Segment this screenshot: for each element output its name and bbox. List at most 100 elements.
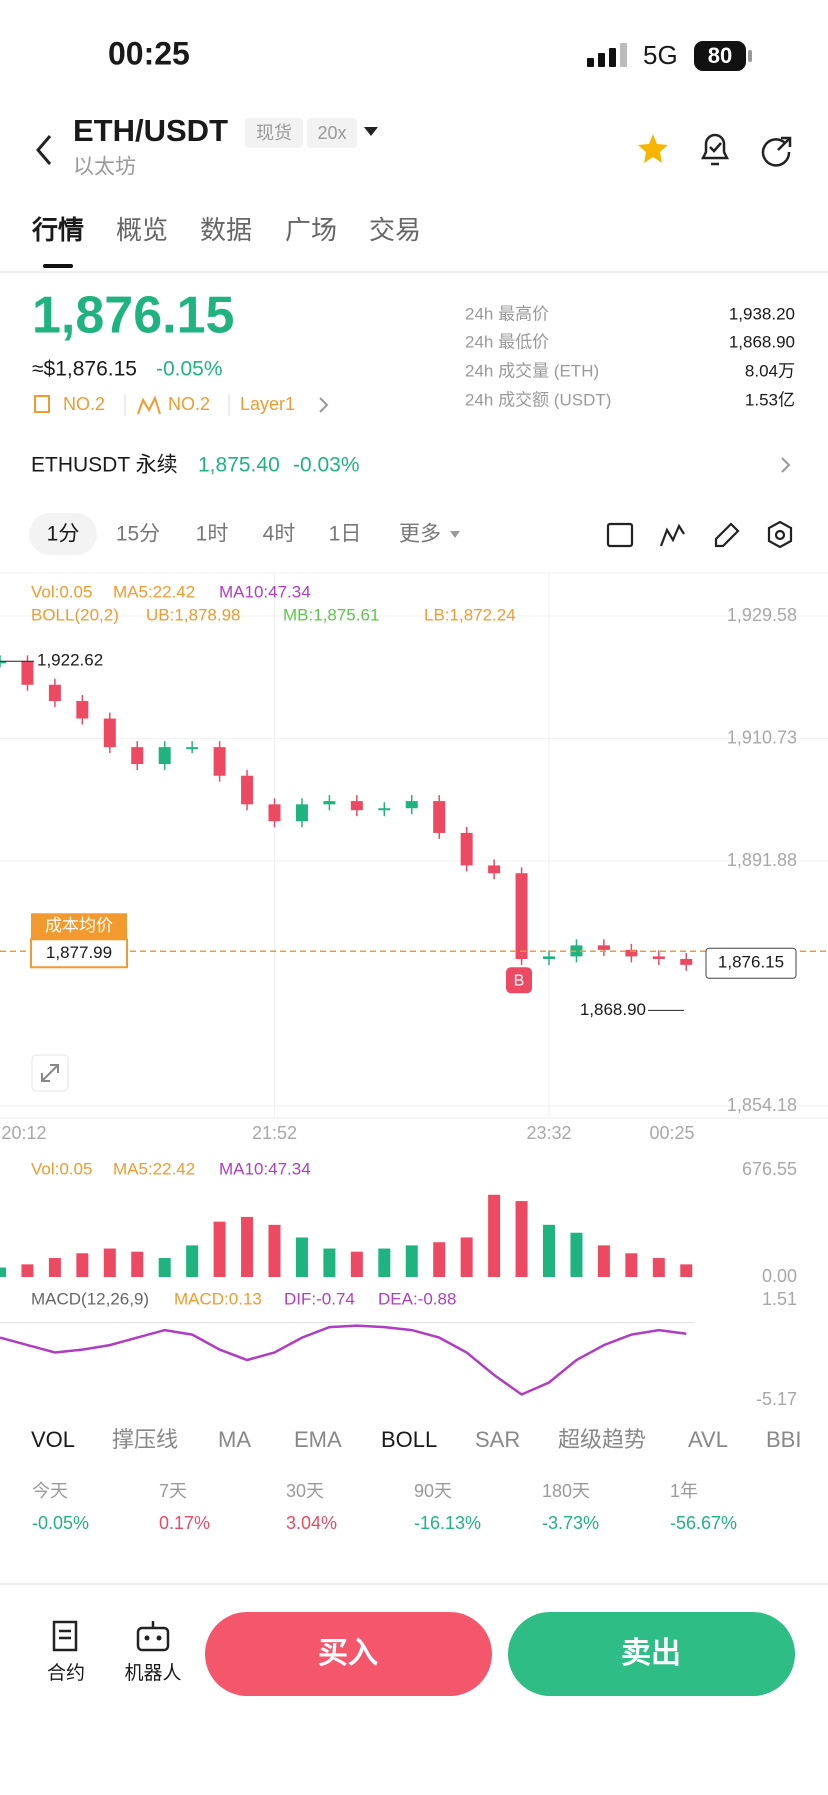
stats: 24h 最高价 1,938.20 24h 最低价 1,868.90 24h 成交… bbox=[465, 304, 795, 409]
badge: NO.2 bbox=[168, 394, 210, 414]
volume-bar bbox=[323, 1248, 336, 1277]
indicator[interactable]: EMA bbox=[294, 1427, 342, 1452]
interval[interactable]: 1日 bbox=[329, 523, 362, 546]
legend-item: UB:1,878.98 bbox=[146, 605, 241, 624]
indicator-row: VOL 撑压线 MA EMA BOLL SAR 超级趋势 AVL BBI bbox=[31, 1427, 801, 1452]
candle bbox=[433, 801, 446, 833]
indicator[interactable]: MA bbox=[218, 1427, 251, 1452]
signal-icon bbox=[620, 43, 627, 67]
candle bbox=[597, 945, 610, 950]
legend-item: Vol:0.05 bbox=[31, 1159, 92, 1178]
tab[interactable]: 数据 bbox=[200, 215, 252, 245]
candle bbox=[241, 775, 254, 805]
sell-button[interactable] bbox=[508, 1612, 795, 1696]
candle bbox=[323, 801, 336, 805]
x-tick-label: 20:12 bbox=[1, 1123, 46, 1143]
tab[interactable]: 概览 bbox=[116, 215, 168, 245]
tool-icon[interactable] bbox=[774, 529, 786, 541]
candle bbox=[48, 684, 61, 702]
contract-button bbox=[52, 1620, 78, 1652]
legend-item: BOLL(20,2) bbox=[31, 605, 119, 624]
indicator[interactable]: VOL bbox=[31, 1427, 75, 1452]
tool-icon[interactable] bbox=[714, 522, 740, 548]
tab[interactable]: 广场 bbox=[285, 215, 337, 245]
interval[interactable]: 更多 bbox=[399, 523, 441, 546]
interval-row: 1分 15分 1时 4时 1日 更多 bbox=[29, 513, 793, 555]
legend-item: DIF:-0.74 bbox=[284, 1289, 355, 1308]
chevron[interactable] bbox=[319, 397, 329, 413]
candle bbox=[680, 959, 693, 965]
volume-bar bbox=[378, 1248, 391, 1277]
volume-bar bbox=[213, 1221, 226, 1277]
candle bbox=[268, 804, 281, 822]
indicator[interactable]: BOLL bbox=[381, 1427, 437, 1452]
dropdown-icon[interactable] bbox=[364, 127, 378, 136]
robot-button[interactable]: 机器人 bbox=[124, 1621, 182, 1684]
perp-change: -0.03% bbox=[293, 454, 360, 477]
pair-subtitle: 以太坊 bbox=[73, 156, 136, 179]
battery-level: 80 bbox=[708, 43, 732, 68]
share-icon bbox=[777, 138, 790, 151]
indicator[interactable]: AVL bbox=[688, 1427, 728, 1452]
robot-button bbox=[156, 1635, 162, 1641]
cost-label-bg bbox=[30, 938, 128, 969]
alert-icon[interactable] bbox=[700, 133, 730, 166]
volume-bar bbox=[186, 1245, 199, 1277]
perp-name: ETHUSDT 永续 bbox=[31, 454, 178, 477]
perf-label: 180天 bbox=[542, 1481, 590, 1501]
cost-label: 1,877.99 bbox=[46, 943, 112, 962]
y-tick-label: 1.51 bbox=[762, 1289, 797, 1309]
perf-label: 30天 bbox=[286, 1481, 324, 1501]
stat-label: 24h 成交量 (ETH) bbox=[465, 361, 599, 380]
tool-icon[interactable] bbox=[659, 523, 685, 547]
y-tick-label: 1,891.88 bbox=[727, 850, 797, 870]
legend-item: DEA:-0.88 bbox=[378, 1289, 456, 1308]
legend-item: MACD:0.13 bbox=[174, 1289, 262, 1308]
favorite-icon[interactable] bbox=[638, 134, 668, 163]
interval[interactable]: 4时 bbox=[263, 523, 296, 546]
volume-bar bbox=[295, 1237, 308, 1277]
robot-label: 机器人 bbox=[124, 1662, 181, 1684]
interval[interactable]: 15分 bbox=[116, 523, 160, 546]
share-icon[interactable] bbox=[761, 136, 792, 167]
candle bbox=[460, 832, 473, 866]
indicator[interactable]: SAR bbox=[475, 1427, 520, 1452]
volume-bar bbox=[433, 1242, 446, 1277]
perf-value: -16.13% bbox=[414, 1513, 481, 1533]
rank-badges: NO.2 NO.2 Layer1 bbox=[34, 394, 329, 416]
legend-item: MA5:22.42 bbox=[113, 582, 195, 601]
perf-label: 7天 bbox=[159, 1481, 187, 1501]
perp-row[interactable]: ETHUSDT 永续 1,875.40 -0.03% bbox=[31, 454, 791, 477]
dropdown-icon[interactable] bbox=[450, 531, 460, 538]
y-tick-label: 1,854.18 bbox=[727, 1095, 797, 1115]
volume-bar bbox=[597, 1245, 610, 1277]
tag-spot: 现货 bbox=[256, 123, 292, 143]
signal-icon bbox=[609, 48, 616, 67]
buy-button[interactable] bbox=[205, 1612, 492, 1696]
volume-bar bbox=[350, 1251, 363, 1277]
back-button[interactable] bbox=[36, 135, 52, 165]
tab[interactable]: 行情 bbox=[31, 215, 84, 245]
candle bbox=[103, 718, 116, 748]
tool-icon[interactable] bbox=[606, 522, 634, 548]
interval[interactable]: 1分 bbox=[47, 523, 80, 546]
share-icon bbox=[781, 136, 792, 147]
candle bbox=[652, 956, 665, 959]
expand-button[interactable] bbox=[31, 1054, 69, 1092]
indicator[interactable]: BBI bbox=[766, 1427, 801, 1452]
contract-button[interactable]: 合约 bbox=[47, 1620, 85, 1684]
low-label: 1,868.90 bbox=[580, 1000, 646, 1019]
tool-icons bbox=[606, 520, 793, 549]
tag-bg bbox=[307, 118, 357, 148]
tab[interactable]: 交易 bbox=[369, 215, 421, 245]
candle bbox=[543, 956, 556, 959]
indicator[interactable]: 超级趋势 bbox=[558, 1427, 646, 1452]
chevron[interactable] bbox=[781, 457, 791, 473]
tool-icon[interactable] bbox=[767, 520, 793, 549]
indicator[interactable]: 撑压线 bbox=[112, 1427, 178, 1452]
stat-value: 8.04万 bbox=[745, 361, 795, 380]
interval[interactable]: 1时 bbox=[196, 523, 229, 546]
x-tick-label: 21:52 bbox=[252, 1123, 297, 1143]
candle bbox=[0, 661, 6, 664]
